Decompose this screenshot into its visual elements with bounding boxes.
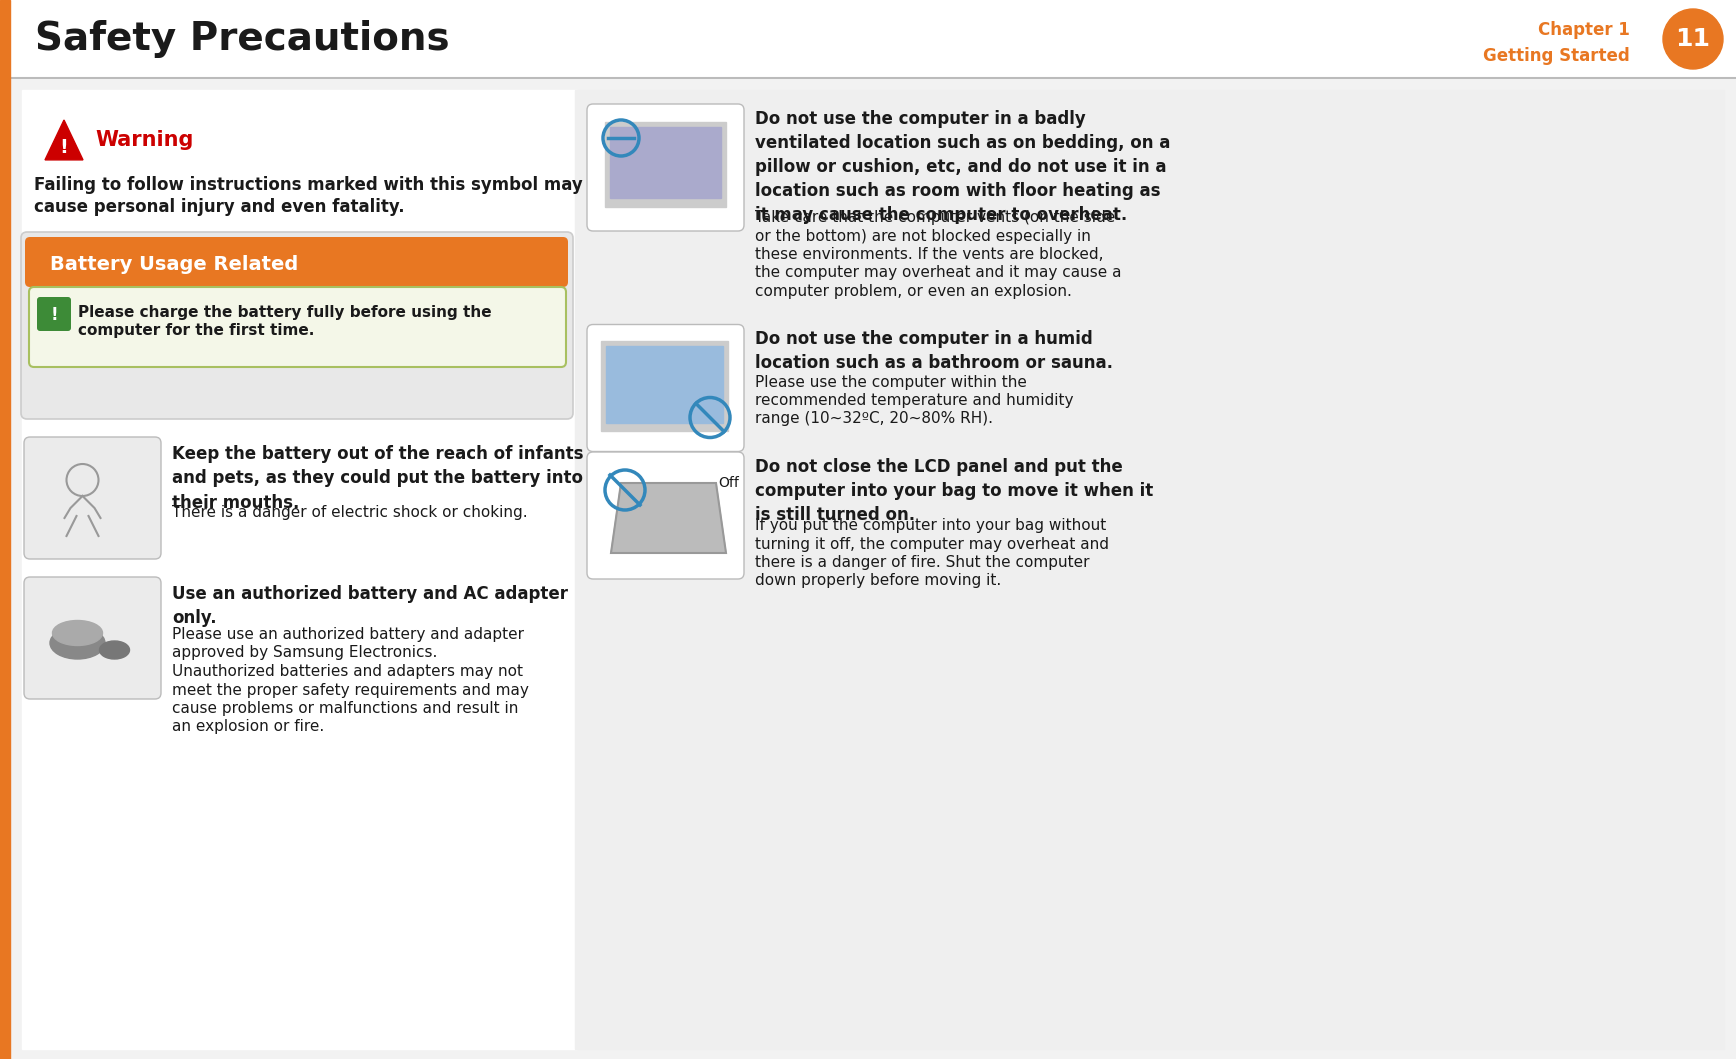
Text: 11: 11 — [1675, 26, 1710, 51]
FancyBboxPatch shape — [21, 232, 573, 419]
Bar — [606, 345, 722, 423]
Bar — [10, 0, 1736, 78]
Text: Take care that the computer vents (on the side: Take care that the computer vents (on th… — [755, 210, 1115, 225]
Text: Please charge the battery fully before using the: Please charge the battery fully before u… — [78, 305, 491, 320]
FancyBboxPatch shape — [30, 287, 566, 367]
Bar — [601, 341, 727, 431]
Polygon shape — [45, 120, 83, 160]
Text: Unauthorized batteries and adapters may not: Unauthorized batteries and adapters may … — [172, 664, 523, 679]
Text: range (10~32ºC, 20~80% RH).: range (10~32ºC, 20~80% RH). — [755, 412, 993, 427]
Text: approved by Samsung Electronics.: approved by Samsung Electronics. — [172, 646, 437, 661]
Ellipse shape — [52, 621, 102, 646]
Text: There is a danger of electric shock or choking.: There is a danger of electric shock or c… — [172, 505, 528, 520]
Text: Battery Usage Related: Battery Usage Related — [50, 254, 299, 273]
Bar — [575, 90, 1724, 1049]
Text: an explosion or fire.: an explosion or fire. — [172, 719, 325, 735]
Text: recommended temperature and humidity: recommended temperature and humidity — [755, 393, 1073, 408]
Text: Please use the computer within the: Please use the computer within the — [755, 375, 1028, 390]
Text: Do not close the LCD panel and put the
computer into your bag to move it when it: Do not close the LCD panel and put the c… — [755, 457, 1153, 524]
Text: Do not use the computer in a humid
location such as a bathroom or sauna.: Do not use the computer in a humid locat… — [755, 330, 1113, 373]
Text: cause problems or malfunctions and result in: cause problems or malfunctions and resul… — [172, 701, 519, 716]
Text: Please use an authorized battery and adapter: Please use an authorized battery and ada… — [172, 627, 524, 642]
Text: computer problem, or even an explosion.: computer problem, or even an explosion. — [755, 284, 1071, 299]
FancyBboxPatch shape — [587, 452, 745, 579]
Text: Chapter 1: Chapter 1 — [1538, 20, 1630, 38]
Text: these environments. If the vents are blocked,: these environments. If the vents are blo… — [755, 247, 1104, 262]
FancyBboxPatch shape — [587, 324, 745, 451]
Text: !: ! — [50, 306, 57, 324]
Text: there is a danger of fire. Shut the computer: there is a danger of fire. Shut the comp… — [755, 555, 1090, 570]
FancyBboxPatch shape — [36, 297, 71, 331]
FancyBboxPatch shape — [24, 437, 161, 559]
Bar — [609, 127, 720, 198]
Ellipse shape — [50, 627, 104, 659]
Text: !: ! — [59, 138, 68, 157]
FancyBboxPatch shape — [24, 577, 161, 699]
Text: cause personal injury and even fatality.: cause personal injury and even fatality. — [35, 198, 404, 216]
Polygon shape — [611, 483, 726, 553]
Text: Do not use the computer in a badly
ventilated location such as on bedding, on a
: Do not use the computer in a badly venti… — [755, 110, 1170, 223]
FancyBboxPatch shape — [24, 237, 568, 287]
Text: or the bottom) are not blocked especially in: or the bottom) are not blocked especiall… — [755, 229, 1090, 244]
Text: Keep the battery out of the reach of infants
and pets, as they could put the bat: Keep the battery out of the reach of inf… — [172, 445, 583, 511]
Bar — [0, 0, 10, 1059]
Text: down properly before moving it.: down properly before moving it. — [755, 574, 1002, 589]
Text: Getting Started: Getting Started — [1483, 48, 1630, 66]
Ellipse shape — [99, 641, 130, 659]
Text: Safety Precautions: Safety Precautions — [35, 20, 450, 58]
Text: If you put the computer into your bag without: If you put the computer into your bag wi… — [755, 518, 1106, 533]
Bar — [606, 122, 726, 207]
Text: Failing to follow instructions marked with this symbol may: Failing to follow instructions marked wi… — [35, 176, 583, 194]
Circle shape — [1663, 8, 1724, 69]
Text: meet the proper safety requirements and may: meet the proper safety requirements and … — [172, 682, 529, 698]
Text: Use an authorized battery and AC adapter
only.: Use an authorized battery and AC adapter… — [172, 585, 568, 627]
Text: Off: Off — [719, 475, 740, 490]
FancyBboxPatch shape — [587, 104, 745, 231]
Text: Warning: Warning — [95, 130, 193, 149]
Text: the computer may overheat and it may cause a: the computer may overheat and it may cau… — [755, 266, 1121, 281]
Bar — [23, 90, 576, 1049]
Text: computer for the first time.: computer for the first time. — [78, 323, 314, 338]
Text: turning it off, the computer may overheat and: turning it off, the computer may overhea… — [755, 537, 1109, 552]
